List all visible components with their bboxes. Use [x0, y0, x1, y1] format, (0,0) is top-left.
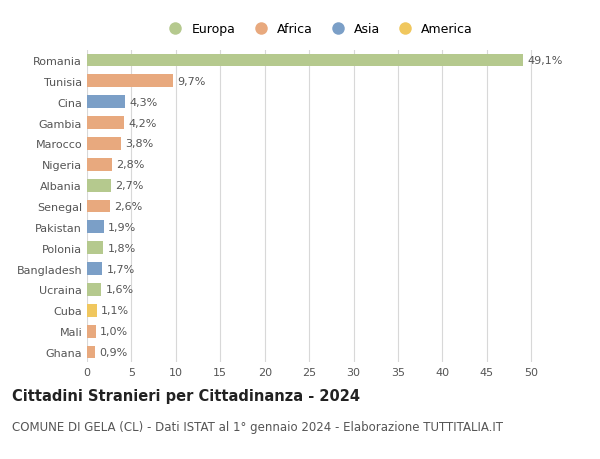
Bar [87, 242, 103, 255]
Text: 9,7%: 9,7% [178, 77, 206, 87]
Bar [87, 200, 110, 213]
Bar [87, 138, 121, 151]
Legend: Europa, Africa, Asia, America: Europa, Africa, Asia, America [158, 18, 478, 41]
Text: 49,1%: 49,1% [527, 56, 563, 66]
Text: 1,7%: 1,7% [107, 264, 135, 274]
Text: 1,9%: 1,9% [109, 222, 137, 232]
Bar [87, 75, 173, 88]
Text: 4,3%: 4,3% [130, 97, 158, 107]
Text: 3,8%: 3,8% [125, 139, 154, 149]
Bar [87, 221, 104, 234]
Text: 0,9%: 0,9% [100, 347, 128, 357]
Text: 1,8%: 1,8% [107, 243, 136, 253]
Bar [87, 96, 125, 109]
Bar [87, 179, 111, 192]
Bar [87, 117, 124, 130]
Bar [87, 263, 102, 275]
Bar [87, 55, 523, 67]
Bar [87, 158, 112, 171]
Text: 4,2%: 4,2% [129, 118, 157, 129]
Text: 1,1%: 1,1% [101, 306, 130, 316]
Text: 1,6%: 1,6% [106, 285, 134, 295]
Text: 2,6%: 2,6% [115, 202, 143, 212]
Bar [87, 304, 97, 317]
Text: Cittadini Stranieri per Cittadinanza - 2024: Cittadini Stranieri per Cittadinanza - 2… [12, 388, 360, 403]
Text: 1,0%: 1,0% [100, 326, 128, 336]
Text: 2,8%: 2,8% [116, 160, 145, 170]
Text: COMUNE DI GELA (CL) - Dati ISTAT al 1° gennaio 2024 - Elaborazione TUTTITALIA.IT: COMUNE DI GELA (CL) - Dati ISTAT al 1° g… [12, 420, 503, 433]
Bar [87, 283, 101, 296]
Bar [87, 346, 95, 358]
Text: 2,7%: 2,7% [115, 181, 144, 191]
Bar [87, 325, 96, 338]
